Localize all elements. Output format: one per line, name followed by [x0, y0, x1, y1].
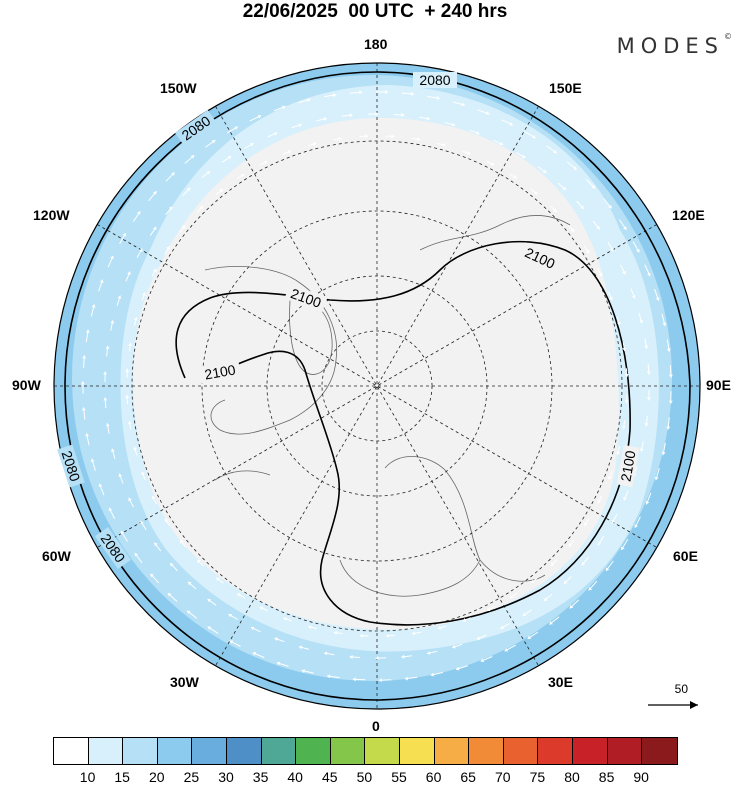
svg-text:2080: 2080	[419, 72, 450, 88]
legend-tick-label: 70	[488, 769, 518, 785]
legend-swatch	[89, 738, 124, 764]
legend-swatch	[123, 738, 158, 764]
legend-swatch	[538, 738, 573, 764]
legend-swatch	[227, 738, 262, 764]
lon-label-150w: 150W	[160, 80, 197, 96]
lon-label-60w: 60W	[42, 548, 71, 564]
legend-tick-label: 40	[280, 769, 310, 785]
legend-tick-label: 75	[522, 769, 552, 785]
legend-swatch	[400, 738, 435, 764]
legend-swatch	[469, 738, 504, 764]
legend-tick-label: 20	[142, 769, 172, 785]
lon-label-120w: 120W	[33, 207, 70, 223]
legend-swatch	[504, 738, 539, 764]
lon-label-120e: 120E	[672, 207, 705, 223]
legend-swatch	[158, 738, 193, 764]
contour-label-2080-top: 2080	[413, 72, 457, 88]
legend-swatch	[435, 738, 470, 764]
legend-tick-label: 85	[592, 769, 622, 785]
legend-tick-label: 35	[246, 769, 276, 785]
lon-label-60e: 60E	[673, 548, 698, 564]
legend-tick-label: 65	[453, 769, 483, 785]
lon-label-30e: 30E	[548, 674, 573, 690]
legend-swatch	[192, 738, 227, 764]
legend-tick-label: 10	[73, 769, 103, 785]
legend-tick-label: 25	[176, 769, 206, 785]
legend-tick-label: 80	[557, 769, 587, 785]
legend-swatch	[642, 738, 677, 764]
legend-swatch	[608, 738, 643, 764]
legend-swatch	[54, 738, 89, 764]
legend-tick-label: 60	[419, 769, 449, 785]
legend-swatch	[573, 738, 608, 764]
lon-label-150e: 150E	[549, 80, 582, 96]
lon-label-30w: 30W	[170, 674, 199, 690]
legend-swatch	[365, 738, 400, 764]
legend-tick-label: 55	[384, 769, 414, 785]
legend-swatch	[296, 738, 331, 764]
legend-tick-label: 15	[107, 769, 137, 785]
lon-label-0: 0	[372, 718, 380, 734]
legend-tick-label: 30	[211, 769, 241, 785]
legend-tick-label: 90	[626, 769, 656, 785]
lon-label-90e: 90E	[706, 377, 731, 393]
reference-vector-value: 50	[675, 682, 688, 696]
legend-color-bar	[53, 737, 678, 765]
lon-label-180: 180	[364, 36, 387, 52]
legend-swatch	[262, 738, 297, 764]
legend-tick-label: 45	[315, 769, 345, 785]
reference-vector-arrow	[648, 701, 698, 709]
legend-tick-label: 50	[349, 769, 379, 785]
legend-swatch	[331, 738, 366, 764]
lon-label-90w: 90W	[12, 377, 41, 393]
